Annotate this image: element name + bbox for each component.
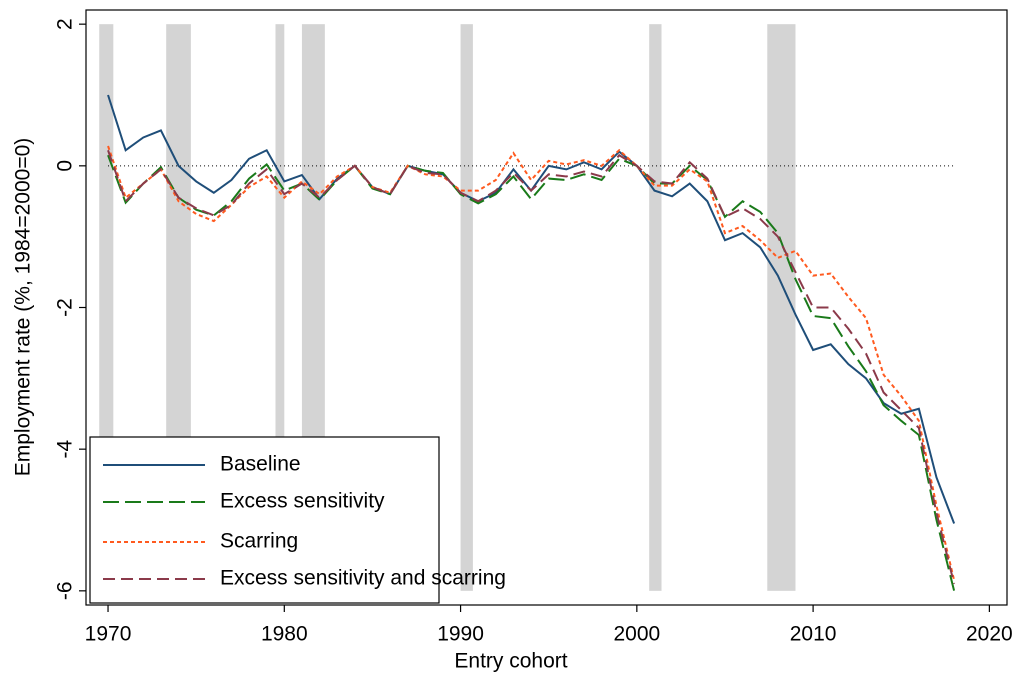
series-line [107,145,956,581]
shaded-period [767,24,796,591]
legend-label: Excess sensitivity and scarring [220,567,506,590]
y-tick-label: 0 [54,160,77,172]
x-tick-label: 2000 [613,623,660,646]
legend-label: Excess sensitivity [220,490,385,513]
shaded-period [460,24,473,591]
legend-label: Scarring [220,530,298,553]
y-tick-label: -2 [54,298,77,317]
y-tick-label: 2 [54,18,77,30]
legend-label: Baseline [220,453,301,476]
x-tick-label: 1990 [437,623,484,646]
y-tick-label: -6 [54,581,77,600]
series-line [107,149,956,584]
x-tick-label: 2020 [966,623,1013,646]
y-tick-label: -4 [54,440,77,459]
shaded-period [275,24,285,591]
series-line [107,154,956,592]
x-tick-label: 2010 [790,623,837,646]
x-tick-label: 1970 [85,623,132,646]
x-axis-label: Entry cohort [454,650,567,673]
x-tick-label: 1980 [261,623,308,646]
shaded-period [649,24,662,591]
y-axis-label: Employment rate (%, 1984=2000=0) [12,138,35,477]
legend: Baseline Excess sensitivity Scarring Excess… [89,436,506,604]
